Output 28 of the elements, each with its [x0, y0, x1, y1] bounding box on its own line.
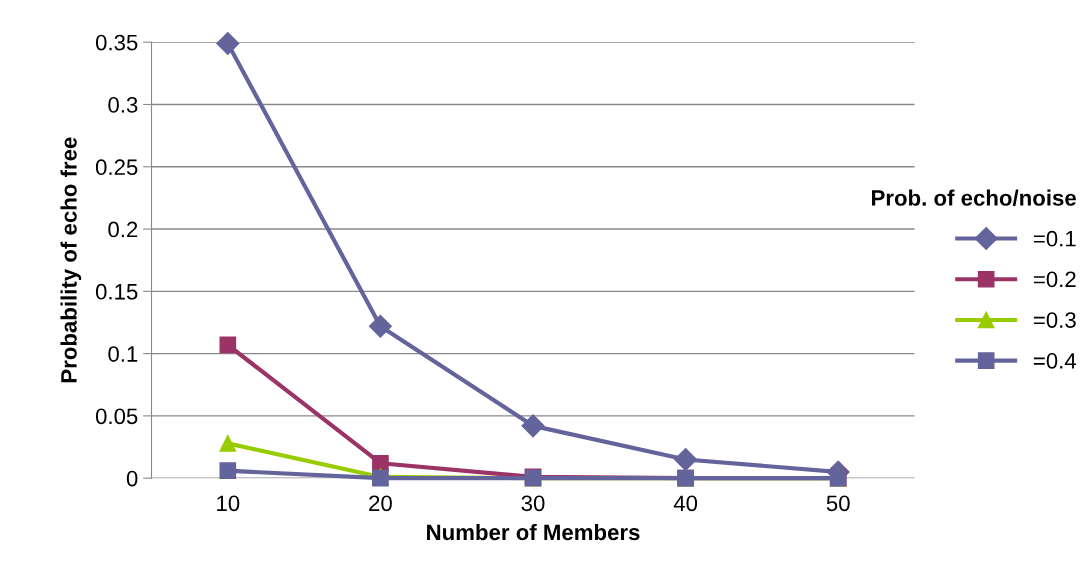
y-axis-title: Probability of echo free — [60, 137, 82, 383]
point — [521, 414, 545, 438]
point — [674, 447, 698, 471]
y-tick-label: 0.1 — [108, 346, 138, 362]
point — [372, 454, 389, 472]
x-tick-label: 10 — [217, 495, 240, 512]
legend-title: Prob. of echo/noise — [872, 189, 1076, 207]
y-tick-label: 0 — [126, 470, 138, 487]
x-tick-label: 20 — [369, 495, 392, 512]
legend-label: =0.3 — [1033, 312, 1076, 328]
point — [219, 434, 237, 452]
x-tick-label: 30 — [521, 495, 545, 512]
x-axis-title: Number of Members — [427, 523, 640, 541]
x-tick-label: 40 — [673, 495, 698, 512]
y-tick-label: 0.05 — [95, 408, 138, 425]
y-tick-label: 0.15 — [95, 283, 138, 300]
point — [219, 462, 237, 480]
y-tick-label: 0.3 — [108, 97, 138, 113]
legend-label: =0.2 — [1033, 271, 1076, 288]
point — [219, 336, 237, 354]
x-tick-label: 50 — [826, 495, 850, 512]
y-tick-label: 0.35 — [95, 34, 138, 51]
legend-label: =0.1 — [1033, 230, 1076, 247]
point — [216, 31, 240, 55]
point — [368, 314, 392, 338]
y-tick-label: 0.25 — [95, 159, 138, 176]
legend-label: =0.4 — [1033, 352, 1077, 369]
y-tick-label: 0.2 — [108, 221, 138, 238]
